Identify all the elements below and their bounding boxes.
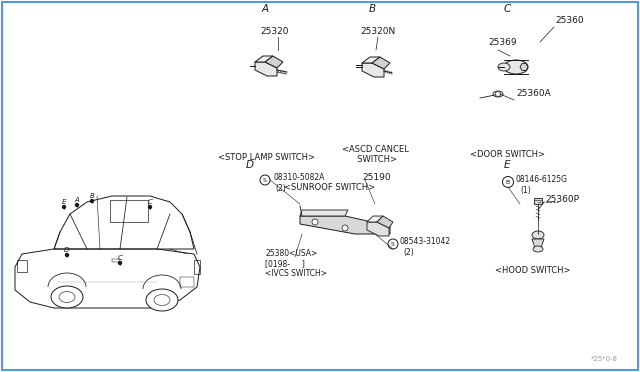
- Text: 08543-31042: 08543-31042: [400, 237, 451, 247]
- Text: <IVCS SWITCH>: <IVCS SWITCH>: [265, 269, 327, 279]
- Text: C: C: [148, 199, 152, 205]
- Polygon shape: [362, 57, 380, 63]
- Text: <HOOD SWITCH>: <HOOD SWITCH>: [495, 266, 571, 275]
- Ellipse shape: [498, 63, 510, 71]
- Ellipse shape: [59, 292, 75, 302]
- Polygon shape: [255, 62, 277, 76]
- Bar: [180, 277, 194, 287]
- Bar: [194, 260, 200, 274]
- Polygon shape: [532, 239, 544, 248]
- Ellipse shape: [51, 286, 83, 308]
- Polygon shape: [300, 210, 348, 216]
- Text: 08146-6125G: 08146-6125G: [516, 176, 568, 185]
- Bar: [110, 200, 148, 222]
- Circle shape: [63, 205, 65, 208]
- Text: (2): (2): [403, 247, 413, 257]
- Text: SWITCH>: SWITCH>: [353, 155, 397, 164]
- Polygon shape: [265, 56, 283, 68]
- Text: A: A: [75, 197, 79, 203]
- Circle shape: [260, 175, 270, 185]
- Text: [0198-     ]: [0198- ]: [265, 260, 305, 269]
- Polygon shape: [372, 57, 390, 69]
- Bar: [112, 259, 120, 262]
- Text: *25*0-8: *25*0-8: [591, 356, 618, 362]
- Text: B: B: [369, 4, 376, 14]
- Text: 08310-5082A: 08310-5082A: [273, 173, 324, 182]
- Text: 25360: 25360: [555, 16, 584, 25]
- Text: C: C: [504, 4, 511, 14]
- Text: 25380<USA>: 25380<USA>: [265, 250, 317, 259]
- Text: D: D: [64, 247, 70, 253]
- Circle shape: [148, 205, 152, 208]
- Ellipse shape: [504, 60, 528, 74]
- Text: B: B: [90, 193, 94, 199]
- Text: S: S: [263, 177, 267, 183]
- Text: B: B: [506, 180, 510, 185]
- Polygon shape: [367, 222, 389, 236]
- Text: (2): (2): [275, 183, 285, 192]
- Circle shape: [90, 199, 93, 202]
- Text: 25320: 25320: [260, 27, 289, 36]
- Ellipse shape: [533, 246, 543, 252]
- Polygon shape: [255, 56, 273, 62]
- Polygon shape: [534, 198, 542, 204]
- Text: (1): (1): [520, 186, 531, 196]
- Ellipse shape: [146, 289, 178, 311]
- Polygon shape: [377, 216, 393, 228]
- Text: 25360A: 25360A: [516, 89, 551, 98]
- Polygon shape: [300, 216, 390, 234]
- Polygon shape: [520, 64, 528, 70]
- Polygon shape: [367, 216, 383, 222]
- Text: E: E: [62, 199, 66, 205]
- Ellipse shape: [154, 295, 170, 305]
- Ellipse shape: [493, 91, 503, 97]
- Text: A: A: [261, 4, 269, 14]
- Bar: [17, 260, 27, 272]
- Polygon shape: [362, 63, 384, 77]
- Circle shape: [65, 253, 68, 257]
- Text: 25369: 25369: [488, 38, 516, 47]
- Circle shape: [76, 203, 79, 206]
- Text: D: D: [246, 160, 254, 170]
- Text: E: E: [504, 160, 510, 170]
- Text: <DOOR SWITCH>: <DOOR SWITCH>: [470, 150, 545, 159]
- Circle shape: [495, 92, 500, 96]
- Ellipse shape: [532, 231, 544, 239]
- Text: <STOP LAMP SWITCH>: <STOP LAMP SWITCH>: [218, 153, 316, 162]
- Text: 25320N: 25320N: [360, 27, 396, 36]
- Text: <SUNROOF SWITCH>: <SUNROOF SWITCH>: [284, 183, 376, 192]
- Text: 25360P: 25360P: [545, 196, 579, 205]
- Circle shape: [312, 219, 318, 225]
- Text: <ASCD CANCEL: <ASCD CANCEL: [342, 145, 408, 154]
- Circle shape: [342, 225, 348, 231]
- Circle shape: [502, 176, 513, 187]
- Text: S: S: [391, 241, 395, 247]
- Circle shape: [118, 262, 122, 264]
- Text: C: C: [118, 255, 122, 261]
- Text: 25190: 25190: [362, 173, 390, 182]
- Circle shape: [388, 239, 398, 249]
